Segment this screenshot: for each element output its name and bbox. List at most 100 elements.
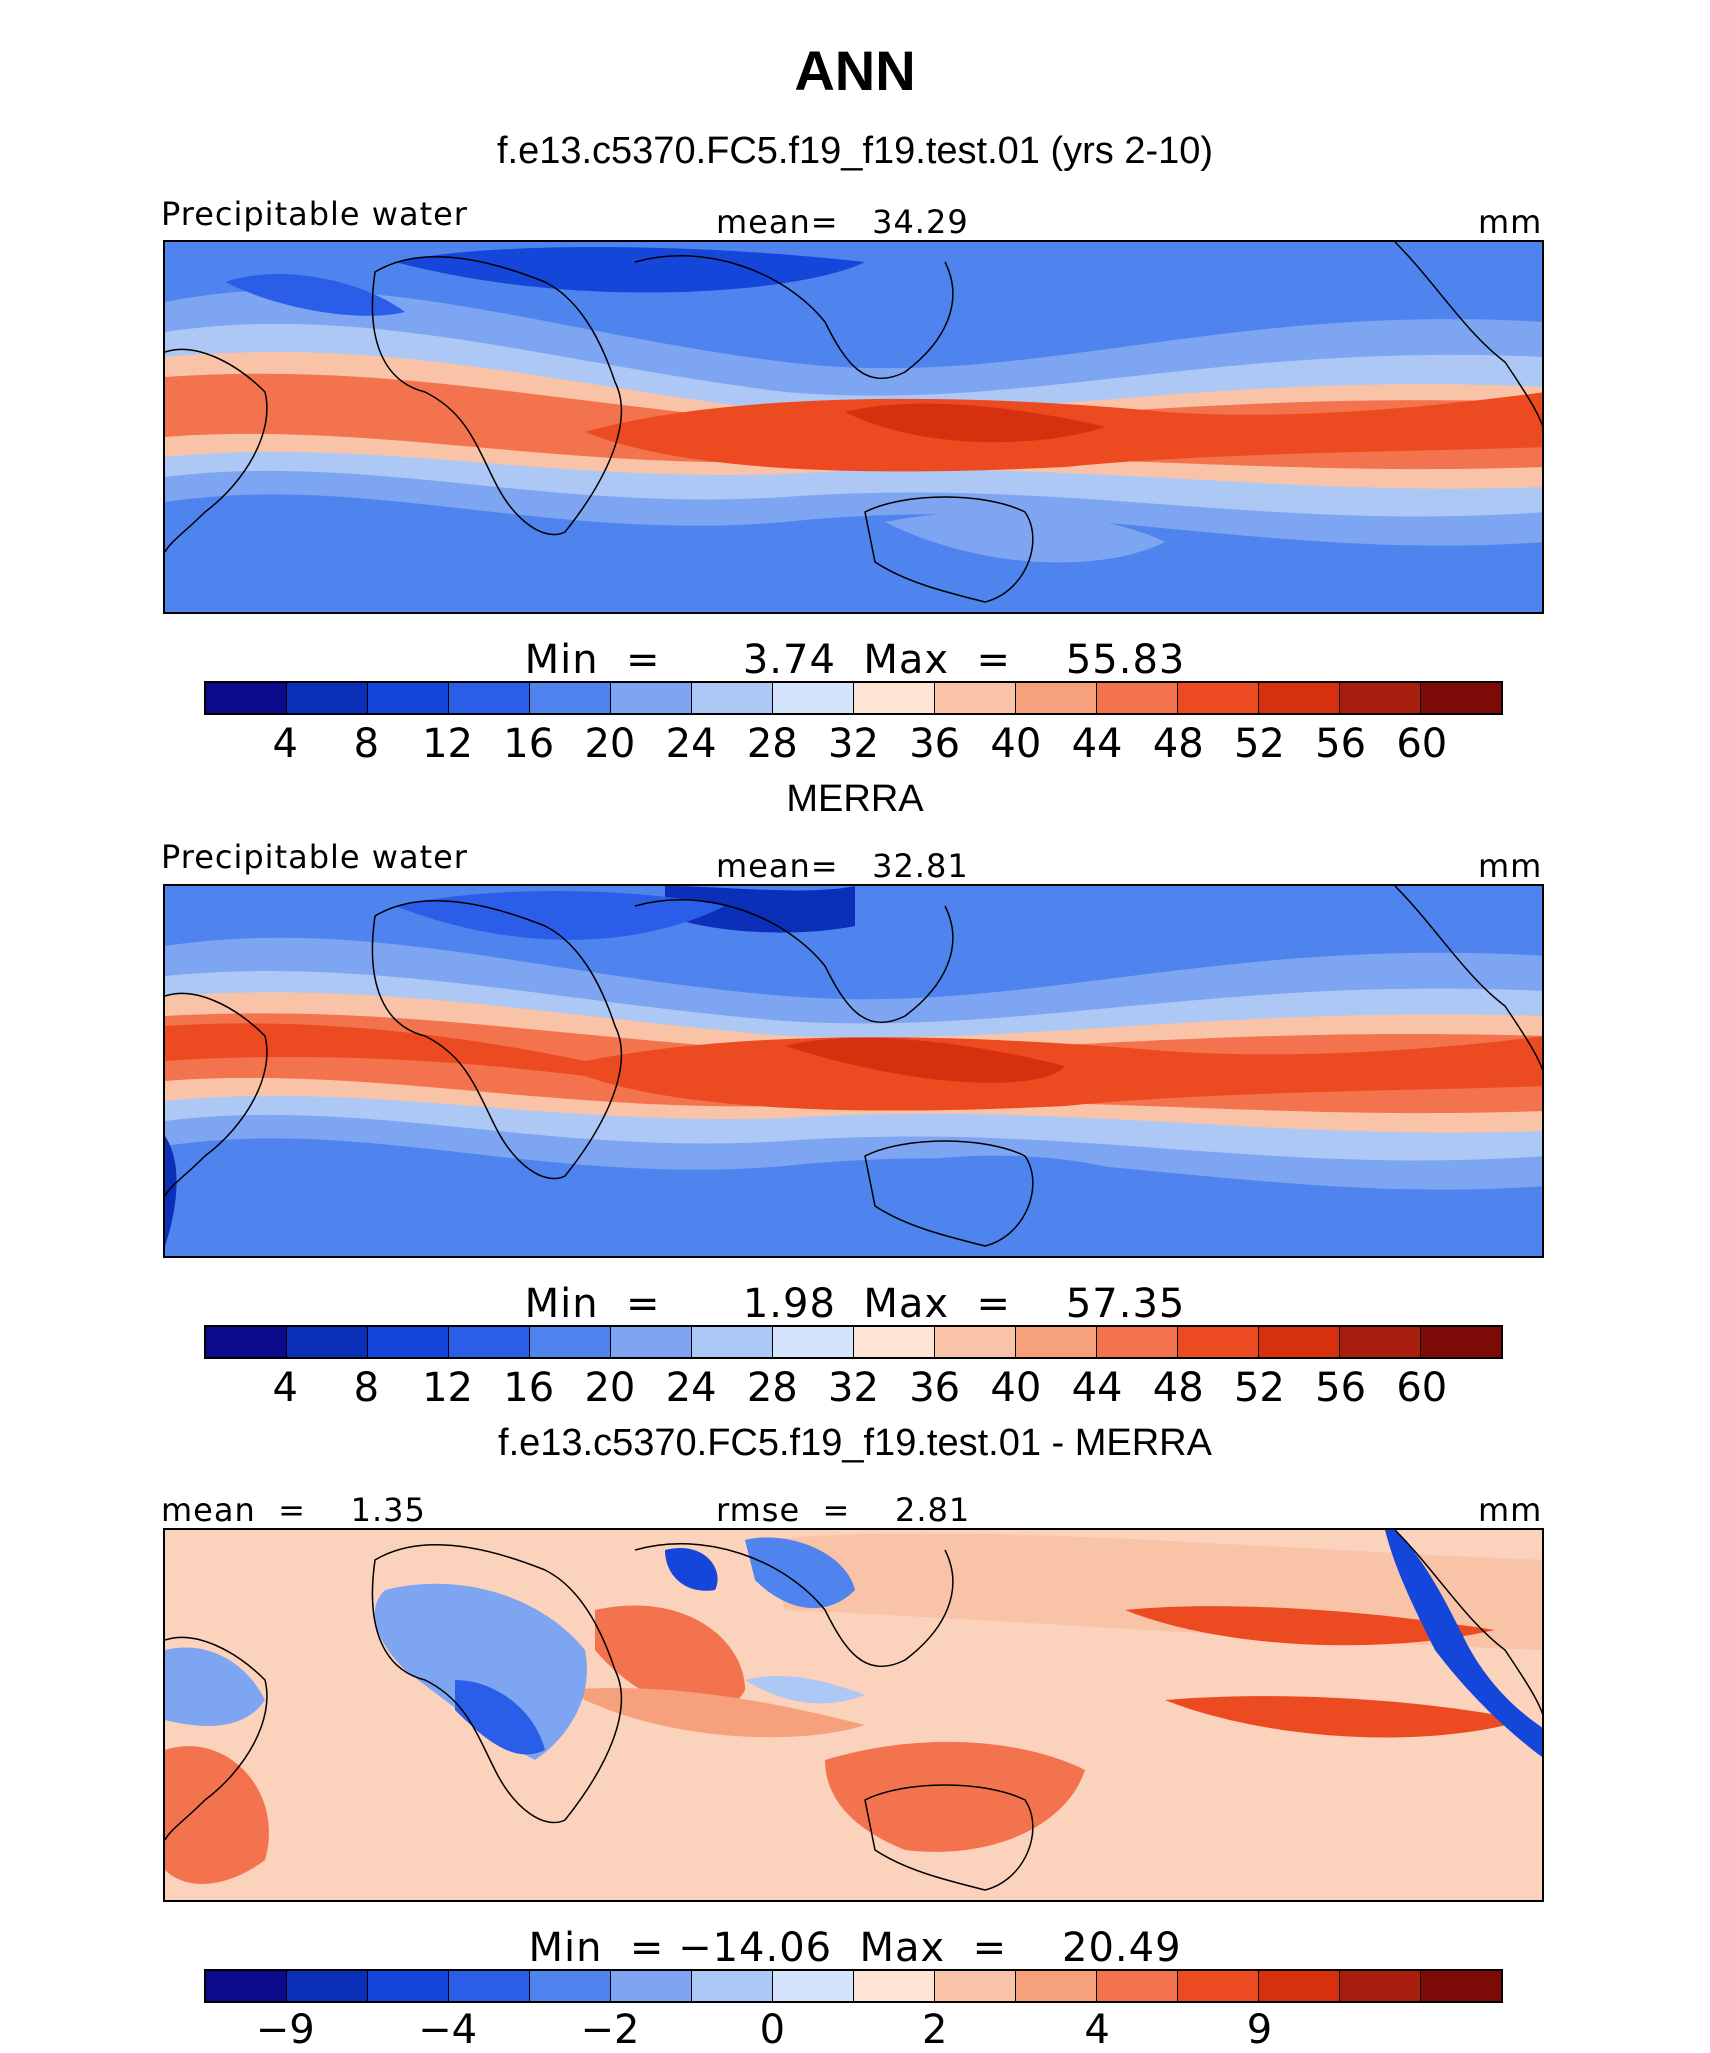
panel-2-variable-label: Precipitable water — [161, 838, 468, 876]
panel-1-units-label: mm — [1478, 203, 1543, 241]
colorbar-swatch — [611, 1327, 692, 1357]
colorbar-tick-label: 8 — [353, 721, 380, 767]
panel-2-title: MERRA — [786, 778, 924, 820]
colorbar-tick-label: 52 — [1233, 721, 1285, 767]
colorbar-tick-label: −2 — [580, 2007, 640, 2053]
colorbar-swatch — [368, 1971, 449, 2001]
colorbar-tick-label: 40 — [990, 721, 1042, 767]
colorbar-tick-label: 52 — [1233, 1365, 1285, 1411]
colorbar-swatch — [854, 683, 935, 713]
panel-2-contour-field — [165, 886, 1542, 1256]
colorbar-swatch — [1097, 1327, 1178, 1357]
colorbar-swatch — [1178, 1327, 1259, 1357]
colorbar-tick-label: 60 — [1396, 721, 1448, 767]
colorbar-swatch — [935, 683, 1016, 713]
panel-3-map — [163, 1528, 1544, 1902]
colorbar-tick-label: 9 — [1246, 2007, 1273, 2053]
colorbar-tick-label: 36 — [909, 1365, 961, 1411]
panel-1-map — [163, 240, 1544, 614]
panel-3-mean-label: mean = 1.35 — [161, 1491, 426, 1529]
colorbar-swatch — [530, 683, 611, 713]
colorbar-swatch — [854, 1327, 935, 1357]
panel-1-colorbar — [204, 681, 1503, 715]
colorbar-tick-label: 28 — [746, 721, 798, 767]
colorbar-tick-label: 44 — [1071, 721, 1123, 767]
colorbar-swatch — [854, 1971, 935, 2001]
colorbar-swatch — [287, 683, 368, 713]
colorbar-swatch — [449, 1971, 530, 2001]
colorbar-swatch — [1259, 1971, 1340, 2001]
colorbar-swatch — [1178, 1971, 1259, 2001]
colorbar-tick-label: 2 — [921, 2007, 948, 2053]
colorbar-tick-label: 20 — [584, 1365, 636, 1411]
colorbar-swatch — [368, 683, 449, 713]
colorbar-swatch — [1340, 1327, 1421, 1357]
colorbar-swatch — [1421, 1327, 1501, 1357]
colorbar-swatch — [206, 683, 287, 713]
colorbar-tick-label: 48 — [1152, 721, 1204, 767]
panel-2-map — [163, 884, 1544, 1258]
colorbar-swatch — [611, 683, 692, 713]
colorbar-tick-label: 12 — [422, 1365, 474, 1411]
colorbar-tick-label: 28 — [746, 1365, 798, 1411]
colorbar-swatch — [1097, 683, 1178, 713]
colorbar-tick-label: −4 — [418, 2007, 478, 2053]
colorbar-swatch — [1259, 683, 1340, 713]
panel-3-units-label: mm — [1478, 1491, 1543, 1529]
colorbar-tick-label: 24 — [665, 721, 717, 767]
colorbar-swatch — [1178, 683, 1259, 713]
colorbar-swatch — [1421, 1971, 1501, 2001]
panel-3-rmse-label: rmse = 2.81 — [716, 1491, 971, 1529]
colorbar-tick-label: 4 — [272, 1365, 298, 1411]
colorbar-swatch — [1016, 1971, 1097, 2001]
colorbar-swatch — [206, 1971, 287, 2001]
colorbar-tick-label: −9 — [255, 2007, 315, 2053]
colorbar-swatch — [1016, 683, 1097, 713]
panel-2-min-max: Min = 1.98 Max = 57.35 — [524, 1281, 1186, 1327]
panel-3-title: f.e13.c5370.FC5.f19_f19.test.01 - MERRA — [498, 1422, 1212, 1464]
colorbar-tick-label: 12 — [422, 721, 474, 767]
colorbar-swatch — [287, 1327, 368, 1357]
colorbar-tick-label: 44 — [1071, 1365, 1123, 1411]
colorbar-swatch — [449, 1327, 530, 1357]
colorbar-swatch — [1016, 1327, 1097, 1357]
colorbar-swatch — [935, 1327, 1016, 1357]
panel-2-mean-label: mean= 32.81 — [716, 847, 969, 885]
colorbar-swatch — [1340, 1971, 1421, 2001]
colorbar-tick-label: 32 — [828, 721, 879, 767]
panel-1-title: f.e13.c5370.FC5.f19_f19.test.01 (yrs 2-1… — [496, 130, 1214, 172]
colorbar-swatch — [935, 1971, 1016, 2001]
colorbar-swatch — [1340, 683, 1421, 713]
panel-2-units-label: mm — [1478, 847, 1543, 885]
figure-title: ANN — [794, 39, 916, 102]
colorbar-swatch — [1421, 683, 1501, 713]
colorbar-swatch — [1097, 1971, 1178, 2001]
colorbar-tick-label: 20 — [584, 721, 636, 767]
colorbar-tick-label: 32 — [828, 1365, 879, 1411]
colorbar-swatch — [1259, 1327, 1340, 1357]
colorbar-tick-label: 8 — [353, 1365, 380, 1411]
colorbar-tick-label: 40 — [990, 1365, 1042, 1411]
colorbar-swatch — [773, 1971, 854, 2001]
colorbar-tick-label: 56 — [1315, 1365, 1367, 1411]
panel-2-colorbar — [204, 1325, 1503, 1359]
panel-1-contour-field — [165, 242, 1542, 612]
colorbar-swatch — [611, 1971, 692, 2001]
panel-3-colorbar — [204, 1969, 1503, 2003]
panel-1-min-max: Min = 3.74 Max = 55.83 — [524, 637, 1186, 683]
colorbar-tick-label: 24 — [665, 1365, 717, 1411]
colorbar-swatch — [530, 1971, 611, 2001]
colorbar-swatch — [206, 1327, 287, 1357]
colorbar-tick-label: 16 — [503, 721, 555, 767]
colorbar-swatch — [449, 683, 530, 713]
colorbar-tick-label: 36 — [909, 721, 961, 767]
colorbar-tick-label: 0 — [759, 2007, 786, 2053]
colorbar-tick-label: 4 — [272, 721, 298, 767]
colorbar-swatch — [692, 683, 773, 713]
colorbar-tick-label: 4 — [1084, 2007, 1110, 2053]
colorbar-swatch — [530, 1327, 611, 1357]
panel-3-min-max: Min = −14.06 Max = 20.49 — [528, 1925, 1182, 1971]
colorbar-tick-label: 56 — [1315, 721, 1367, 767]
panel-1-variable-label: Precipitable water — [161, 195, 468, 233]
colorbar-tick-label: 60 — [1396, 1365, 1448, 1411]
